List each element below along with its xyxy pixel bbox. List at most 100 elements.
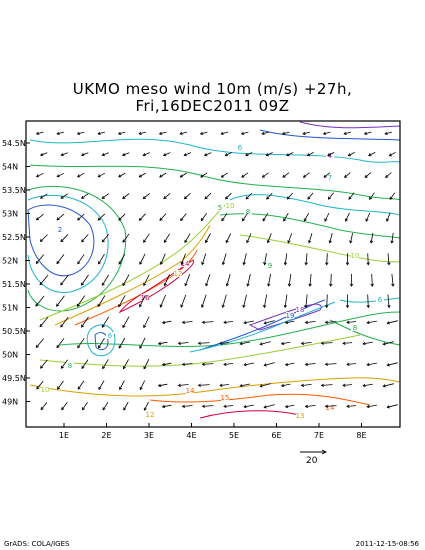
- lat-tick-label: 50.5N: [2, 327, 26, 336]
- wind-vector-head: [162, 153, 167, 157]
- wind-vector-head: [159, 217, 163, 221]
- wind-vector-head: [201, 362, 205, 366]
- wind-vector-shaft: [240, 383, 250, 387]
- wind-vector-shaft: [139, 337, 146, 349]
- wind-vector-head: [308, 240, 312, 244]
- wind-vector-head: [181, 404, 186, 408]
- wind-vector-head: [183, 196, 188, 200]
- wind-vector-head: [287, 283, 292, 287]
- wind-vector-head: [389, 196, 393, 200]
- wind-vector-shaft: [286, 152, 294, 156]
- wind-vector-head: [56, 174, 60, 178]
- wind-vector-head: [35, 303, 39, 307]
- wind-vector-head: [200, 217, 204, 222]
- wind-vector-head: [221, 218, 225, 222]
- wind-vector-shaft: [40, 359, 48, 369]
- wind-vector-head: [143, 366, 147, 370]
- wind-vector-shaft: [184, 274, 191, 286]
- wind-vector-shaft: [221, 213, 228, 221]
- contour-label-bg: [351, 252, 359, 259]
- wind-vector-head: [39, 324, 43, 328]
- contour-label-bg: [146, 411, 154, 418]
- wind-vector-head: [286, 153, 290, 157]
- wind-vector-shaft: [226, 273, 231, 287]
- wind-vector-shaft: [330, 273, 332, 287]
- wind-vector-shaft: [285, 362, 295, 366]
- contour-6-ne: [259, 129, 401, 141]
- wind-vector-head: [386, 218, 390, 222]
- lat-tick-label: 51N: [2, 304, 18, 313]
- contour-label-bg: [236, 144, 244, 151]
- wind-vector-head: [160, 261, 164, 266]
- wind-vector-head: [77, 261, 81, 265]
- wind-vector-head: [263, 304, 267, 309]
- wind-vector-head: [121, 153, 126, 157]
- wind-vector-head: [225, 239, 229, 244]
- wind-vector-shaft: [180, 213, 187, 221]
- wind-vector-head: [40, 406, 44, 411]
- wind-vector-shaft: [202, 363, 214, 365]
- wind-vector-shaft: [262, 212, 269, 222]
- longitude-axis: 1E 2E 3E 4E 5E 6E 7E 8E: [59, 423, 367, 440]
- wind-vector-shaft: [162, 320, 172, 324]
- wind-vector-head: [139, 386, 143, 391]
- wind-vector-shaft: [164, 274, 170, 286]
- wind-vector-shaft: [391, 273, 394, 287]
- contour-label: 6: [108, 332, 113, 340]
- wind-vector-shaft: [143, 359, 150, 369]
- wind-vector-head: [267, 283, 271, 287]
- wind-vector-head: [223, 362, 227, 366]
- wind-vector-shaft: [387, 404, 398, 408]
- wind-vector-shaft: [268, 273, 271, 287]
- wind-vector-head: [347, 153, 351, 157]
- contour-8-east: [329, 319, 401, 346]
- reference-vector-label: 20: [306, 456, 318, 466]
- wind-vector-head: [117, 131, 122, 135]
- wind-vector-shaft: [329, 232, 333, 244]
- wind-vector-shaft: [284, 294, 288, 308]
- contour-cyan-jet: [189, 301, 336, 353]
- wind-vector-head: [362, 383, 366, 388]
- contour-label: 15: [221, 394, 230, 402]
- wind-vector-shaft: [220, 131, 229, 135]
- wind-vector-head: [40, 365, 44, 369]
- wind-vector-shaft: [159, 213, 167, 221]
- wind-vector-shaft: [143, 274, 150, 286]
- wind-vector-shaft: [242, 213, 248, 221]
- wind-vector-shaft: [77, 338, 85, 348]
- wind-vector-shaft: [122, 233, 130, 243]
- wind-vector-head: [97, 303, 101, 308]
- wind-vector-shaft: [81, 193, 89, 199]
- wind-vector-shaft: [56, 213, 65, 221]
- wind-vector-shaft: [158, 383, 168, 387]
- wind-vector-head: [122, 324, 126, 329]
- contour-label: 9: [268, 262, 272, 270]
- wind-vector-shaft: [81, 233, 89, 243]
- wind-vector-head: [287, 240, 291, 244]
- wind-vector-shaft: [35, 254, 45, 264]
- wind-vector-shaft: [201, 253, 207, 265]
- wind-vector-head: [118, 304, 122, 308]
- wind-vector-shaft: [119, 380, 125, 390]
- wind-vector-shaft: [77, 213, 85, 221]
- wind-vector-shaft: [40, 234, 48, 242]
- wind-vector-head: [180, 217, 184, 222]
- wind-vector-head: [158, 131, 163, 135]
- wind-vector-head: [180, 261, 184, 266]
- contour-label: 19: [286, 312, 295, 320]
- wind-vector-shaft: [287, 233, 293, 243]
- wind-vector-head: [224, 153, 228, 157]
- wind-vector-shaft: [385, 172, 392, 178]
- wind-vector-head: [143, 282, 147, 287]
- wind-vector-head: [239, 342, 243, 346]
- wind-vector-shaft: [97, 131, 106, 135]
- wind-vector-head: [366, 262, 370, 266]
- wind-vector-shaft: [35, 295, 45, 307]
- wind-vector-head: [259, 384, 263, 388]
- wind-vector-shaft: [184, 233, 191, 243]
- wind-vector-head: [177, 383, 182, 387]
- contour-label-bg: [186, 387, 194, 394]
- contour-14-south: [149, 393, 371, 406]
- contour-label: 8: [353, 324, 357, 332]
- wind-vector-shaft: [342, 342, 353, 344]
